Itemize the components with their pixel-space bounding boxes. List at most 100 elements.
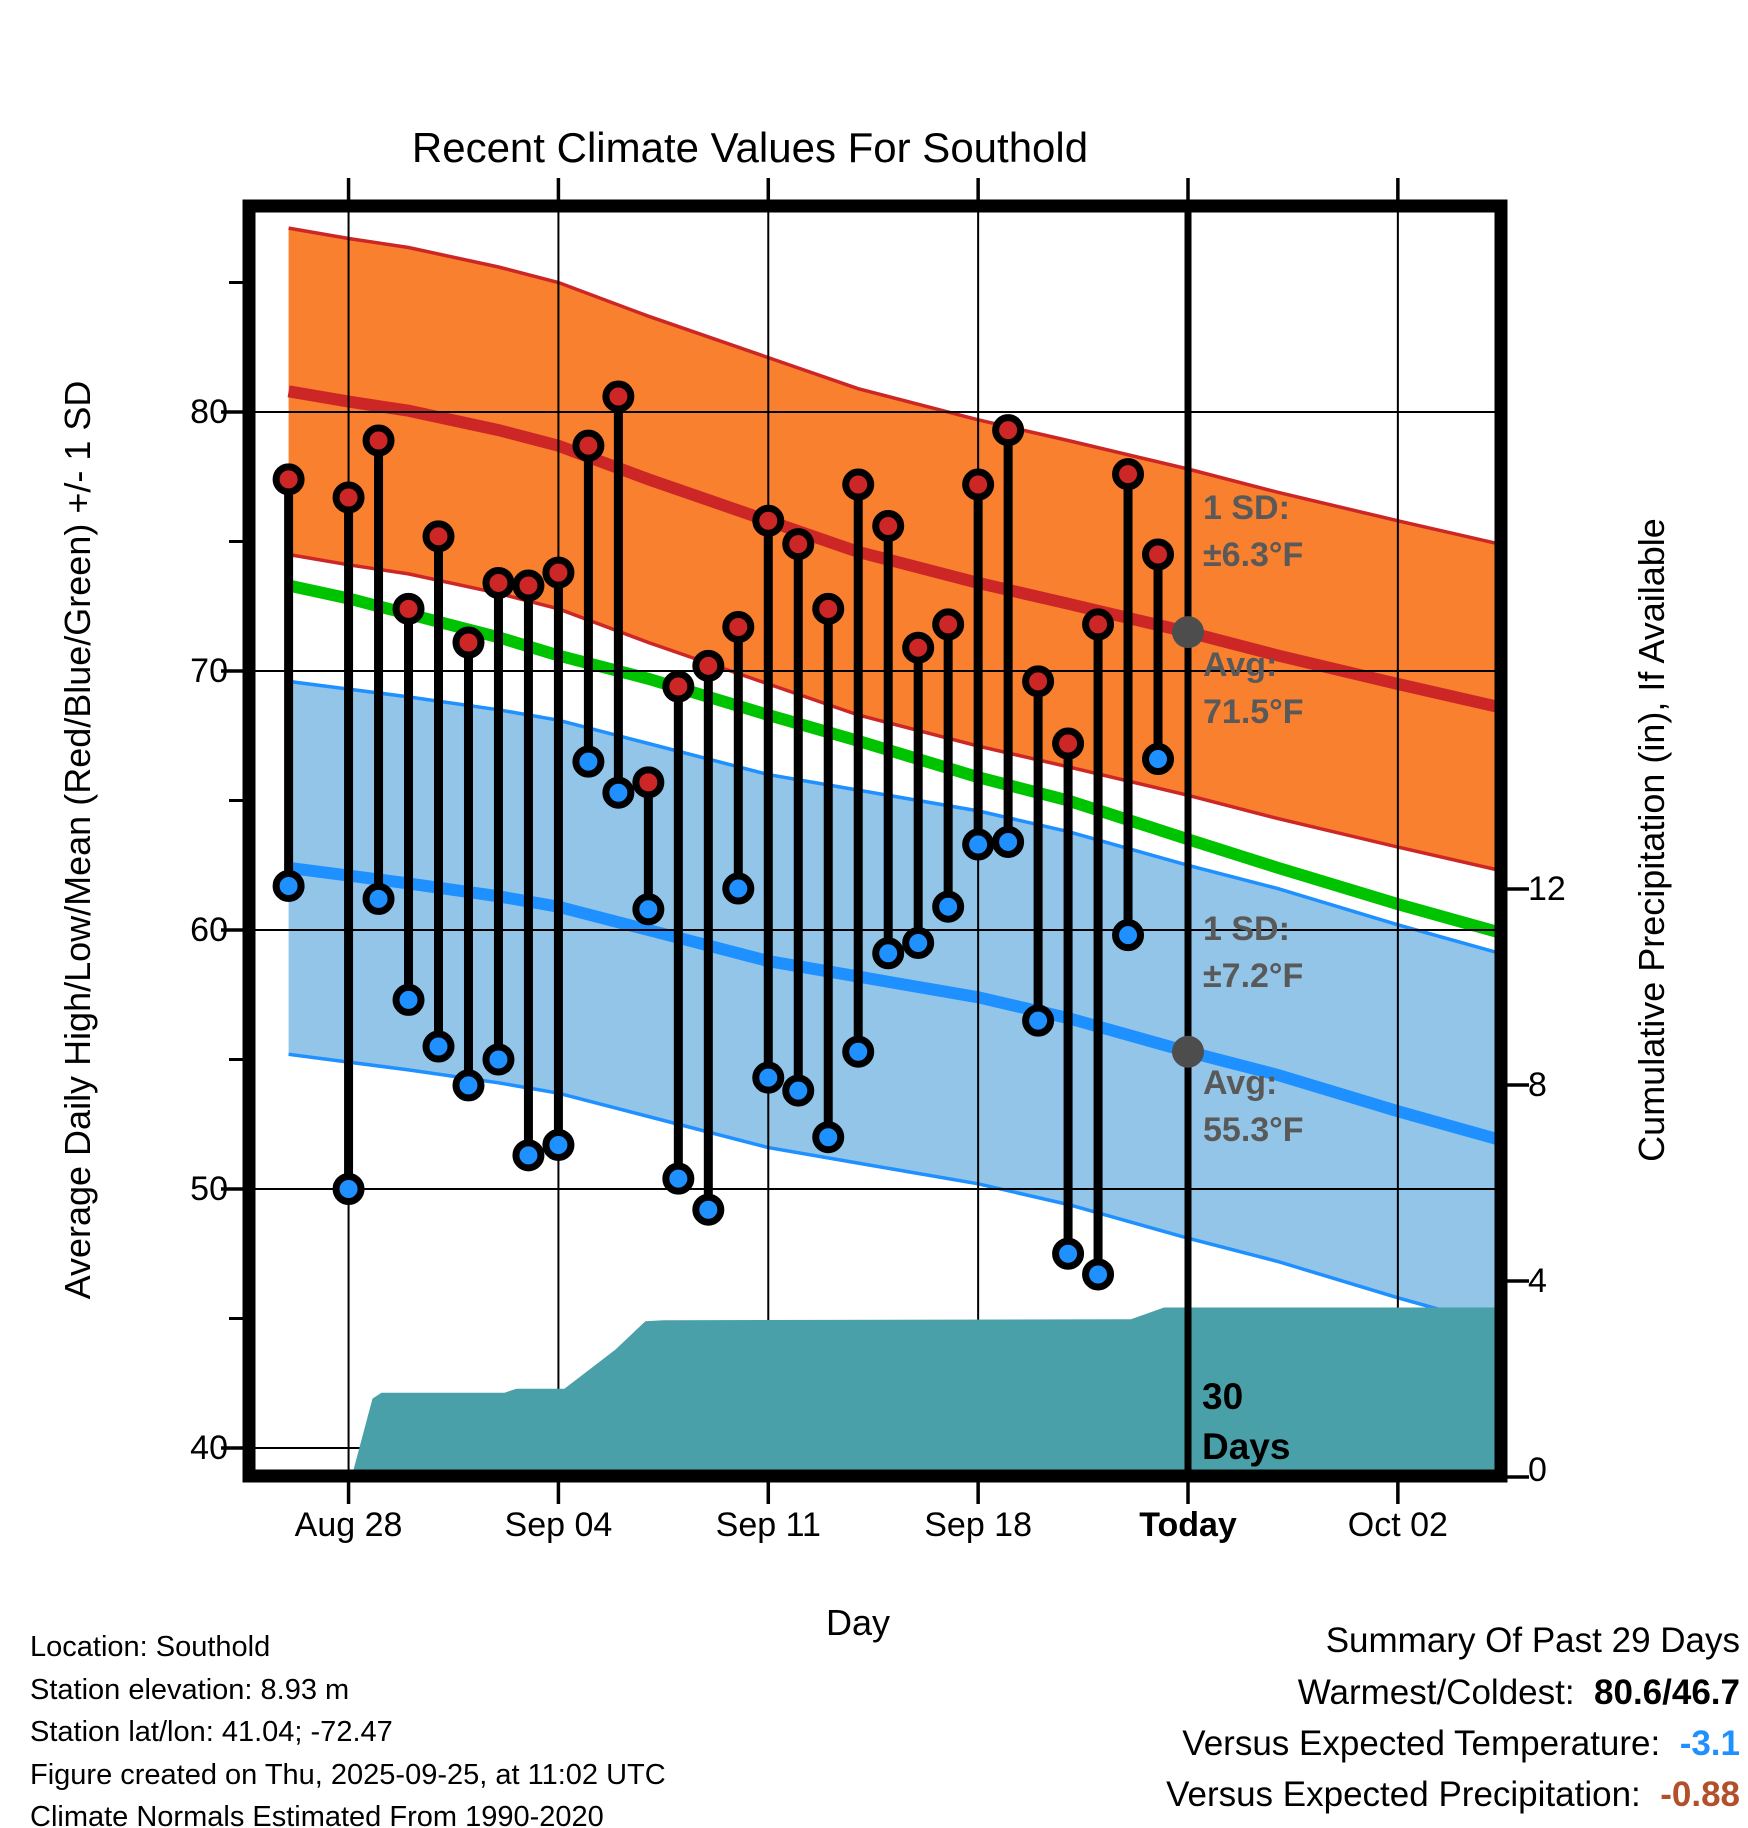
high-dot bbox=[1052, 727, 1085, 760]
chart-title: Recent Climate Values For Southold bbox=[411, 124, 1089, 171]
window-length-label: 30 Days bbox=[1202, 1376, 1291, 1467]
summary-row-1: Warmest/Coldest: 80.6/46.7 bbox=[1298, 1672, 1740, 1714]
high-dot bbox=[662, 670, 695, 703]
y-left-axis-label: Average Daily High/Low/Mean (Red/Blue/Gr… bbox=[57, 380, 98, 1300]
low-dot bbox=[1022, 1004, 1055, 1037]
low-dot bbox=[722, 872, 755, 905]
x-tick-label-oct-02: Oct 02 bbox=[1347, 1506, 1448, 1544]
avg-low-marker bbox=[1172, 1035, 1204, 1068]
low-dot bbox=[392, 983, 425, 1016]
high-dot bbox=[362, 424, 395, 457]
avg-high-marker bbox=[1172, 616, 1204, 649]
low-dot bbox=[902, 926, 935, 959]
low-dot bbox=[332, 1173, 365, 1205]
high-dot bbox=[872, 509, 905, 542]
high-dot bbox=[722, 610, 755, 643]
daily-stems bbox=[272, 380, 1175, 1291]
x-tick-label-sep-11: Sep 11 bbox=[715, 1506, 821, 1544]
footer-line-5: Climate Normals Estimated From 1990-2020 bbox=[30, 1801, 604, 1828]
x-tick-label-aug-28: Aug 28 bbox=[294, 1506, 403, 1544]
low-dot bbox=[962, 828, 995, 861]
low-dot bbox=[692, 1193, 725, 1226]
x-tick-label-today: Today bbox=[1139, 1506, 1237, 1544]
footer-line-4: Figure created on Thu, 2025-09-25, at 11… bbox=[30, 1758, 666, 1791]
x-axis-label: Day bbox=[825, 1602, 891, 1643]
mean-normal-line bbox=[287, 579, 1495, 938]
low-dot bbox=[632, 893, 665, 926]
low-dot bbox=[872, 937, 905, 970]
annotation-high-sd: 1 SD: ±6.3°F bbox=[1203, 489, 1304, 574]
low-normal-band bbox=[287, 679, 1495, 1327]
cumulative-precip-area bbox=[351, 1307, 1495, 1470]
high-dot bbox=[482, 566, 515, 599]
low-dot bbox=[512, 1139, 545, 1172]
footer-line-1: Location: Southold bbox=[30, 1631, 271, 1663]
right-tick-label-0: 0 bbox=[1528, 1451, 1547, 1489]
y-tick-label-70: 70 bbox=[190, 652, 228, 690]
high-dot bbox=[752, 504, 785, 537]
high-dot bbox=[542, 556, 575, 589]
low-dot bbox=[602, 776, 635, 809]
low-dot bbox=[1142, 743, 1175, 776]
high-dot bbox=[1022, 665, 1055, 698]
high-dot bbox=[272, 463, 305, 496]
high-dot bbox=[452, 626, 485, 659]
footer-line-3: Station lat/lon: 41.04; -72.47 bbox=[30, 1716, 393, 1748]
summary-title: Summary Of Past 29 Days bbox=[1325, 1621, 1740, 1660]
high-dot bbox=[992, 414, 1025, 447]
high-dot bbox=[842, 468, 875, 501]
low-dot bbox=[482, 1043, 515, 1076]
annotation-low-sd: 1 SD: ±7.2°F bbox=[1203, 910, 1304, 995]
plot-border bbox=[242, 199, 1508, 1483]
low-dot bbox=[1052, 1237, 1085, 1270]
low-dot bbox=[782, 1074, 815, 1107]
summary-row-label: Warmest/Coldest: bbox=[1297, 1673, 1595, 1712]
plot-layers bbox=[255, 212, 1495, 1470]
low-dot bbox=[752, 1061, 785, 1094]
footer-line-2: Station elevation: 8.93 m bbox=[30, 1673, 350, 1706]
y-tick-label-50: 50 bbox=[190, 1170, 228, 1208]
summary-row-value: -0.88 bbox=[1660, 1775, 1740, 1814]
y-tick-label-40: 40 bbox=[190, 1429, 228, 1467]
annotation-high-avg: Avg: 71.5°F bbox=[1203, 646, 1304, 731]
annotation-low-avg: Avg: 55.3°F bbox=[1203, 1064, 1304, 1149]
high-dot bbox=[692, 649, 725, 682]
low-dot bbox=[662, 1162, 695, 1195]
low-dot bbox=[422, 1030, 455, 1063]
low-dot bbox=[842, 1035, 875, 1068]
low-dot bbox=[1082, 1258, 1115, 1291]
high-dot bbox=[422, 520, 455, 553]
low-dot bbox=[542, 1128, 575, 1161]
right-tick-label-4: 4 bbox=[1528, 1262, 1547, 1300]
high-dot bbox=[1112, 458, 1145, 491]
high-dot bbox=[1142, 538, 1175, 571]
summary-row-label: Versus Expected Temperature: bbox=[1182, 1724, 1680, 1763]
high-dot bbox=[932, 608, 965, 641]
high-dot bbox=[512, 569, 545, 602]
x-tick-label-sep-18: Sep 18 bbox=[924, 1506, 1033, 1544]
low-dot bbox=[1112, 919, 1145, 952]
high-dot bbox=[962, 468, 995, 501]
high-dot bbox=[602, 380, 635, 413]
low-dot bbox=[812, 1121, 845, 1154]
low-dot bbox=[572, 745, 605, 778]
high-dot bbox=[1082, 608, 1115, 641]
summary-row-label: Versus Expected Precipitation: bbox=[1166, 1775, 1661, 1814]
high-dot bbox=[632, 766, 665, 799]
x-tick-label-sep-04: Sep 04 bbox=[504, 1506, 613, 1544]
summary-row-value: -3.1 bbox=[1679, 1724, 1740, 1763]
low-dot bbox=[362, 882, 395, 915]
high-dot bbox=[572, 429, 605, 462]
summary-row-3: Versus Expected Precipitation: -0.88 bbox=[1166, 1774, 1740, 1816]
axis-ticks bbox=[221, 178, 1529, 1504]
high-dot bbox=[782, 528, 815, 561]
right-tick-label-8: 8 bbox=[1528, 1066, 1547, 1104]
y-tick-label-80: 80 bbox=[190, 393, 228, 431]
high-dot bbox=[392, 592, 425, 625]
y-tick-label-60: 60 bbox=[190, 911, 228, 949]
low-dot bbox=[452, 1069, 485, 1102]
summary-row-value: 80.6/46.7 bbox=[1594, 1673, 1740, 1712]
high-dot bbox=[902, 631, 935, 664]
